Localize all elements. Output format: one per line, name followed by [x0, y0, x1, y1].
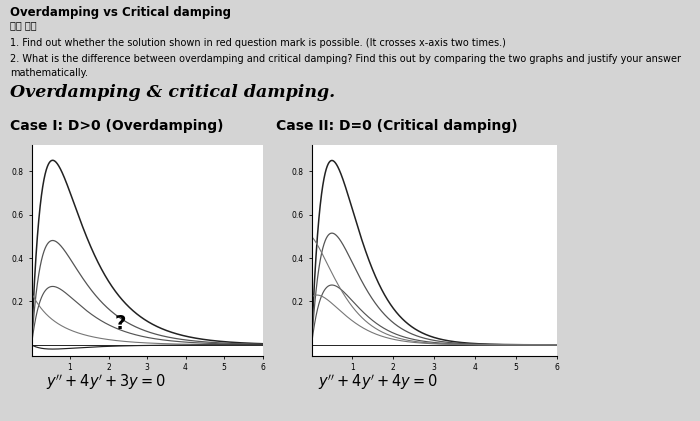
Text: mathematically.: mathematically. [10, 68, 88, 78]
Text: 2. What is the difference between overdamping and critical damping? Find this ou: 2. What is the difference between overda… [10, 54, 682, 64]
Text: 1. Find out whether the solution shown in red question mark is possible. (It cro: 1. Find out whether the solution shown i… [10, 38, 506, 48]
Text: ?: ? [114, 314, 126, 333]
Text: $y'' + 4y' + 4y = 0$: $y'' + 4y' + 4y = 0$ [318, 373, 438, 392]
Text: Case II: D=0 (Critical damping): Case II: D=0 (Critical damping) [276, 119, 518, 133]
Text: 모든 섹션: 모든 섹션 [10, 20, 37, 30]
Text: $y'' + 4y' + 3y = 0$: $y'' + 4y' + 3y = 0$ [46, 373, 165, 392]
Text: Overdamping & critical damping.: Overdamping & critical damping. [10, 84, 335, 101]
Text: Overdamping vs Critical damping: Overdamping vs Critical damping [10, 6, 232, 19]
Text: Case I: D>0 (Overdamping): Case I: D>0 (Overdamping) [10, 119, 224, 133]
